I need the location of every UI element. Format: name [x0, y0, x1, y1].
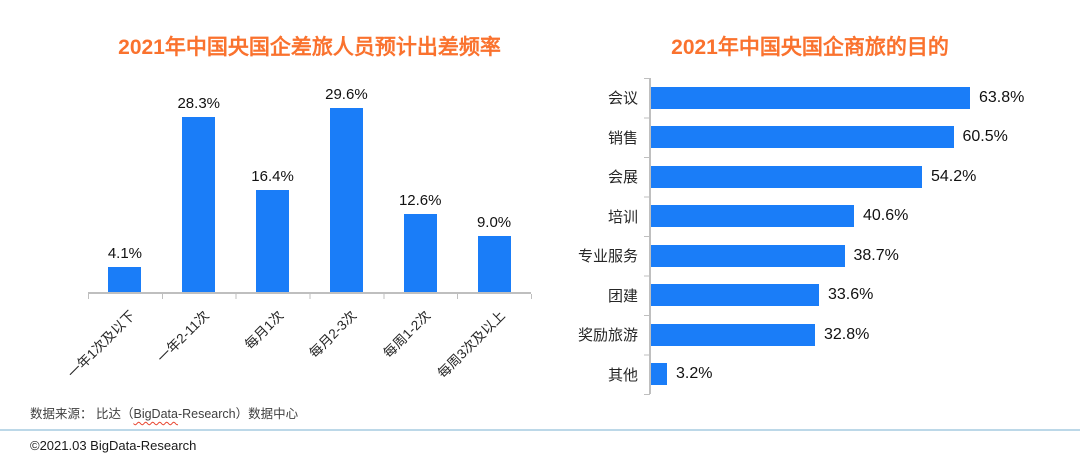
bar-value-label: 38.7% [853, 246, 899, 264]
bar-value-label: 9.0% [476, 214, 512, 232]
bar-value-label: 12.6% [398, 191, 442, 209]
bar [182, 116, 216, 292]
bar [403, 213, 437, 292]
bar-row: 32.8% [651, 315, 1060, 355]
bar-group: 4.1% [88, 60, 162, 292]
x-axis-label: 每月2-3次 [306, 307, 360, 361]
x-axis-line [88, 292, 531, 294]
travel-frequency-chart: 2021年中国央国企差旅人员预计出差频率 4.1% 28.3% 16.4% 29… [65, 36, 532, 395]
bar [256, 190, 290, 292]
source-text-prefix: 数据来源： 比达（ [30, 407, 134, 421]
bar-value-label: 28.3% [177, 94, 221, 112]
x-axis-label: 一年1次及以下 [65, 307, 139, 382]
bar-row: 40.6% [651, 197, 1060, 237]
bar-row: 38.7% [651, 236, 1060, 276]
y-axis-label: 专业服务 [577, 248, 638, 266]
bar-value-label: 3.2% [676, 365, 713, 383]
bar-value-label: 29.6% [325, 86, 368, 104]
y-axis-label: 培训 [607, 208, 638, 226]
bar [651, 126, 954, 149]
bar-value-label: 54.2% [931, 167, 977, 185]
y-axis-ticks [644, 78, 650, 395]
bar-value-label: 63.8% [979, 88, 1025, 106]
x-axis-labels: 一年1次及以下 一年2-11次 每月1次 每月2-3次 每周1-2次 每周3次及… [65, 299, 531, 395]
data-source-note: 数据来源： 比达（BigData-Research）数据中心 [30, 403, 298, 422]
y-axis-labels: 会议 销售 会展 培训 专业服务 团建 奖励旅游 其他 [560, 78, 649, 394]
bar-group: 28.3% [162, 60, 236, 292]
bar [651, 323, 815, 346]
bar-row: 33.6% [651, 276, 1060, 316]
x-axis-ticks [88, 294, 532, 299]
left-chart-title: 2021年中国央国企差旅人员预计出差频率 [118, 36, 501, 59]
bar-value-label: 32.8% [824, 325, 870, 343]
bar-row: 60.5% [651, 118, 1060, 158]
y-axis-label: 会展 [607, 169, 638, 187]
y-axis-label: 奖励旅游 [577, 327, 638, 345]
source-text-spellchecked: BigData [133, 407, 178, 421]
travel-purpose-chart: 2021年中国央国企商旅的目的 会议 销售 会展 培训 专业服务 团建 奖励旅游… [560, 36, 1060, 395]
bar-value-label: 60.5% [962, 128, 1008, 146]
y-axis-line: 63.8% 60.5% 54.2% 40.6% 38.7% [644, 78, 1060, 395]
bar-row: 3.2% [651, 355, 1060, 395]
bar-group: 9.0% [457, 60, 531, 292]
x-axis-label: 每周1-2次 [380, 307, 434, 361]
bar [651, 244, 845, 267]
bar [477, 236, 511, 292]
bar [651, 86, 970, 109]
x-axis-label: 每月1次 [241, 307, 287, 353]
y-axis-label: 团建 [607, 287, 638, 305]
bar [651, 363, 667, 386]
left-chart-plot-area: 4.1% 28.3% 16.4% 29.6% 12.6% 9.0% [88, 60, 531, 292]
bar-value-label: 4.1% [107, 244, 143, 262]
source-text-suffix: -Research）数据中心 [177, 407, 299, 421]
bar [651, 205, 854, 228]
y-axis-label: 会议 [607, 90, 638, 108]
bar-row: 54.2% [651, 157, 1060, 197]
footer-divider-line [0, 429, 1080, 431]
bar-value-label: 16.4% [251, 168, 294, 186]
bar [651, 284, 819, 307]
bar-group: 16.4% [236, 60, 310, 292]
bar-group: 12.6% [383, 60, 457, 292]
bar [651, 165, 922, 188]
y-axis-label: 其他 [607, 366, 638, 384]
bar [108, 266, 142, 292]
bar-group: 29.6% [309, 60, 383, 292]
right-chart-title: 2021年中国央国企商旅的目的 [671, 36, 949, 59]
bar-value-label: 40.6% [863, 207, 909, 225]
x-axis-label: 一年2-11次 [154, 307, 213, 366]
copyright-text: ©2021.03 BigData-Research [30, 438, 197, 453]
right-chart-plot-area: 会议 销售 会展 培训 专业服务 团建 奖励旅游 其他 63.8% 60.5% [560, 78, 1060, 395]
bar-value-label: 33.6% [828, 286, 874, 304]
bar [329, 108, 363, 292]
bar-row: 63.8% [651, 78, 1060, 118]
y-axis-label: 销售 [607, 129, 638, 147]
